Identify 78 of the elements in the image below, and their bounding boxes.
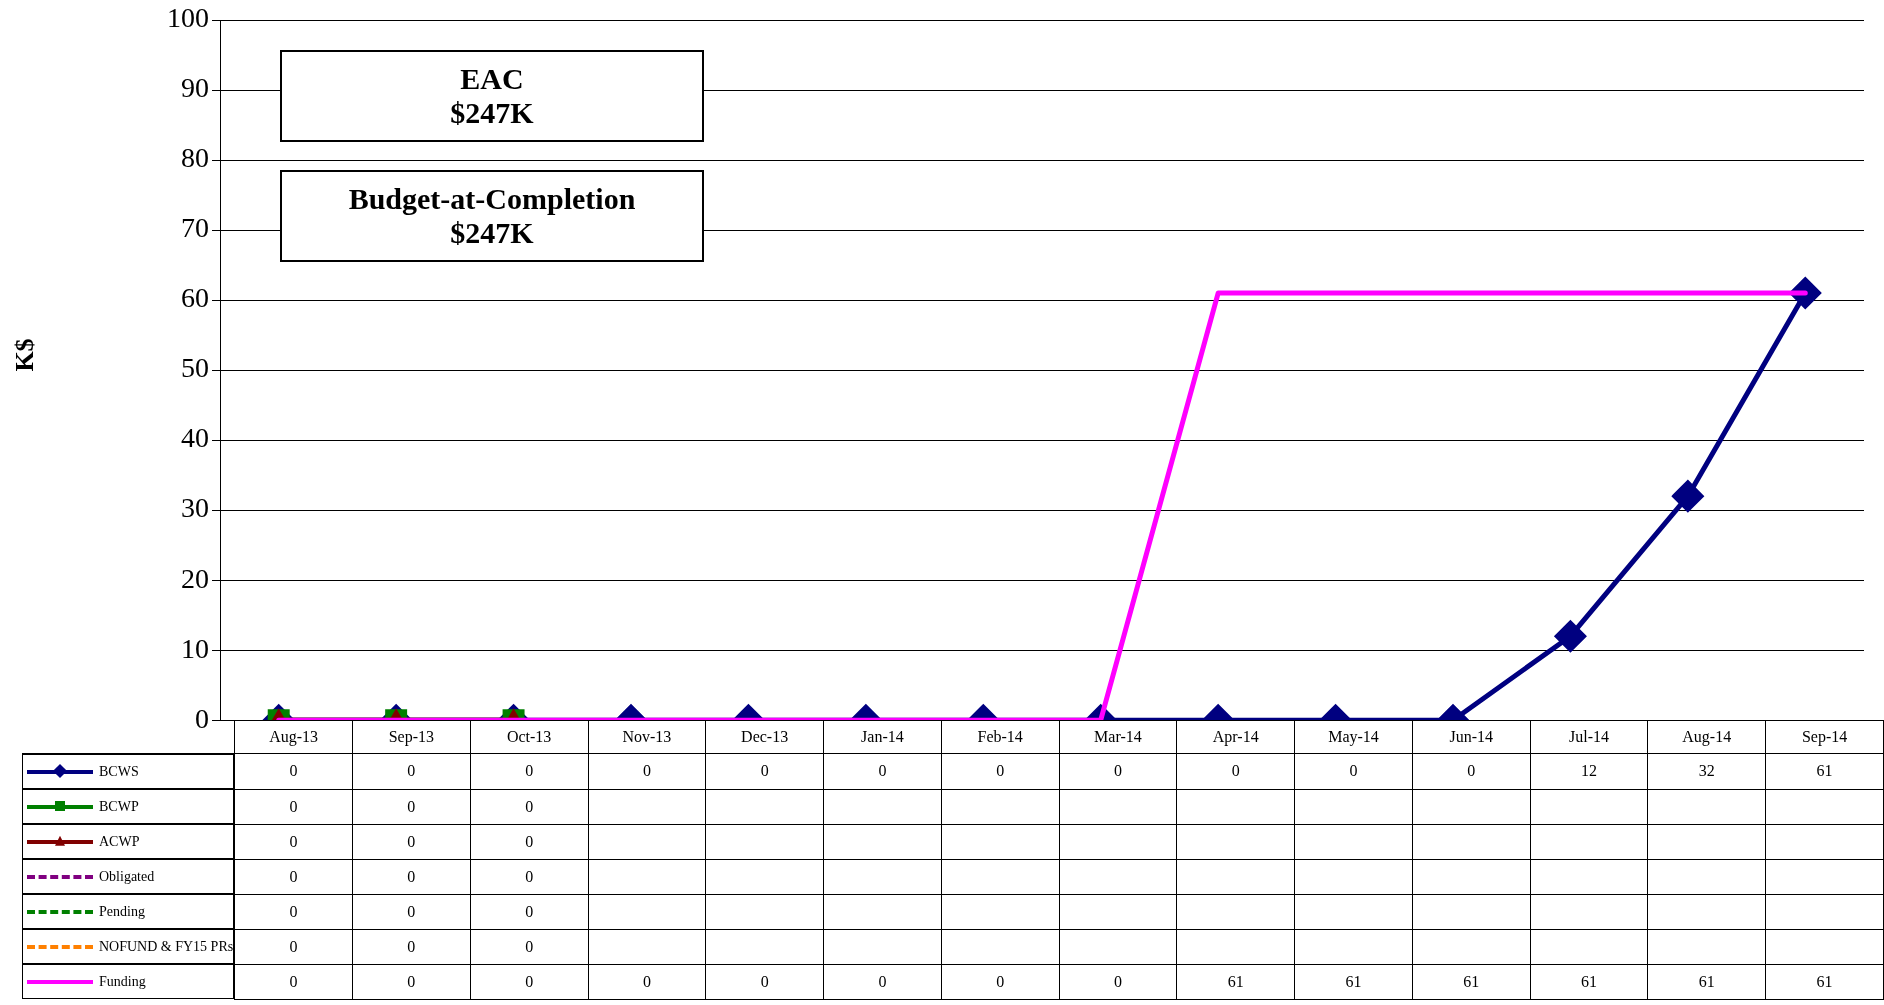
- data-label: 0: [823, 753, 942, 790]
- x-tick-label: Jul-14: [1530, 720, 1648, 754]
- data-label: 0: [1059, 753, 1177, 790]
- data-label: 0: [588, 753, 706, 790]
- x-tick-label: Dec-13: [705, 720, 824, 754]
- x-tick-label: Feb-14: [941, 720, 1060, 754]
- data-label: 0: [234, 753, 353, 790]
- legend-label: ACWP: [99, 833, 140, 850]
- x-tick-label: Mar-14: [1059, 720, 1177, 754]
- y-tick-label: 80: [181, 142, 209, 174]
- data-label: 0: [234, 964, 353, 1000]
- text: 0: [407, 937, 416, 955]
- data-label: 61: [1294, 964, 1413, 1000]
- x-tick-label: May-14: [1294, 720, 1413, 754]
- data-label: 0: [234, 789, 353, 825]
- y-tick-label: 90: [181, 72, 209, 104]
- data-label: 61: [1412, 964, 1531, 1000]
- legend-label: Pending: [99, 903, 145, 920]
- data-label: 0: [823, 964, 942, 1000]
- y-tick-label: 100: [167, 2, 209, 34]
- data-label: 0: [1412, 753, 1531, 790]
- y-tick-label: 70: [181, 212, 209, 244]
- x-tick-label: Sep-13: [352, 720, 471, 754]
- y-tick-label: 30: [181, 492, 209, 524]
- data-label: 0: [705, 753, 824, 790]
- legend-label: Obligated: [99, 868, 155, 885]
- data-label: 0: [352, 753, 471, 790]
- text: 0: [407, 902, 416, 920]
- data-label: 0: [1176, 753, 1295, 790]
- y-tick-label: 40: [181, 422, 209, 454]
- legend-label: BCWS: [99, 763, 139, 780]
- data-label: 0: [588, 964, 706, 1000]
- data-label: 0: [705, 964, 824, 1000]
- x-tick-label: Oct-13: [470, 720, 588, 754]
- x-tick-label: Jan-14: [823, 720, 942, 754]
- data-label: 0: [352, 789, 471, 825]
- data-label: 0: [1059, 964, 1177, 1000]
- legend-label: Funding: [99, 973, 146, 990]
- x-tick-label: Nov-13: [588, 720, 706, 754]
- data-label: 32: [1647, 753, 1766, 790]
- data-label: 61: [1176, 964, 1295, 1000]
- text-box: EAC $247K: [280, 50, 704, 142]
- y-tick-label: 0: [195, 702, 209, 734]
- data-label: 0: [470, 789, 588, 825]
- y-tick-label: 60: [181, 282, 209, 314]
- data-label: 0: [941, 753, 1060, 790]
- x-tick-label: Aug-13: [234, 720, 353, 754]
- text: 0: [289, 902, 298, 920]
- x-tick-label: Jun-14: [1412, 720, 1531, 754]
- data-label: 0: [234, 824, 353, 860]
- data-label: 0: [470, 964, 588, 1000]
- text: 0: [289, 937, 298, 955]
- data-label: 0: [470, 753, 588, 790]
- x-tick-label: Aug-14: [1647, 720, 1766, 754]
- y-tick-label: 10: [181, 632, 209, 664]
- text: 0: [525, 937, 534, 955]
- data-label: 0: [941, 964, 1060, 1000]
- legend-label: BCWP: [99, 798, 139, 815]
- text: 0: [525, 867, 534, 885]
- text: 0: [407, 867, 416, 885]
- text: 0: [289, 867, 298, 885]
- data-label: 61: [1530, 964, 1648, 1000]
- data-label: 0: [470, 824, 588, 860]
- data-label: 61: [1765, 753, 1884, 790]
- data-label: 12: [1530, 753, 1648, 790]
- x-tick-label: Apr-14: [1176, 720, 1295, 754]
- y-tick-label: 50: [181, 352, 209, 384]
- data-label: 0: [1294, 753, 1413, 790]
- x-tick-label: Sep-14: [1765, 720, 1884, 754]
- data-label: 61: [1765, 964, 1884, 1000]
- data-label: 0: [352, 824, 471, 860]
- data-label: 0: [352, 964, 471, 1000]
- y-tick-label: 20: [181, 562, 209, 594]
- y-axis-title: K$: [9, 338, 40, 372]
- text: 0: [525, 902, 534, 920]
- legend-label: NOFUND & FY15 PRs: [99, 938, 234, 955]
- data-label: 61: [1647, 964, 1766, 1000]
- text-box: Budget-at-Completion $247K: [280, 170, 704, 262]
